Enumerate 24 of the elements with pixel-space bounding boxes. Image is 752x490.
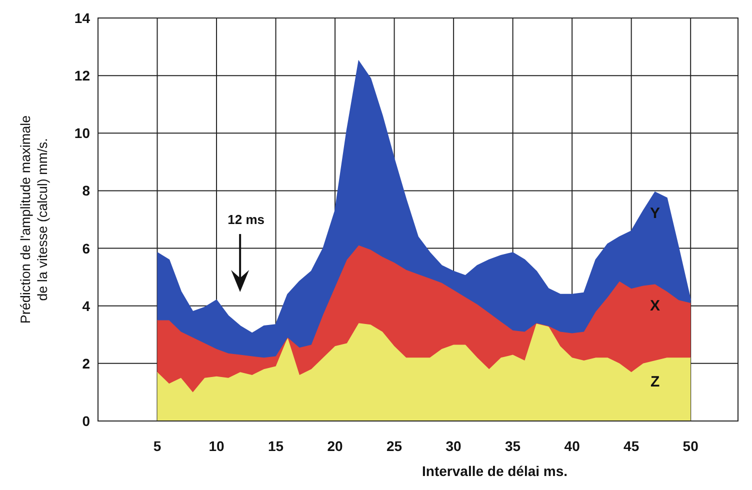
y-tick-label: 12 [74,68,90,84]
annotation: 12 ms [228,212,265,228]
x-tick-label: 40 [564,438,580,454]
x-axis-title: Intervalle de délai ms. [422,463,568,479]
y-axis-title: Prédiction de l'amplitude maximale de la vitesse (calcul) mm/s. [18,115,50,324]
y-tick-label: 0 [82,412,90,429]
y-tick-label: 2 [82,355,90,372]
y-tick-label: 8 [82,182,90,199]
series-label: Y [650,205,660,222]
y-tick-label: 14 [74,10,90,26]
x-tick-label: 25 [386,438,402,454]
x-tick-label: 10 [208,438,225,454]
x-tick-label: 45 [624,438,640,454]
series-label: Z [650,374,660,391]
y-tick-label: 4 [82,298,90,314]
x-tick-label: 30 [446,438,462,454]
x-tick-label: 15 [268,438,284,454]
x-tick-label: 5 [153,438,162,454]
y-tick-label: 6 [82,240,90,256]
series-label: X [650,297,660,314]
x-tick-label: 20 [327,438,344,454]
x-tick-label: 50 [682,438,699,454]
x-tick-label: 35 [505,438,521,454]
y-tick-label: 10 [74,125,90,142]
